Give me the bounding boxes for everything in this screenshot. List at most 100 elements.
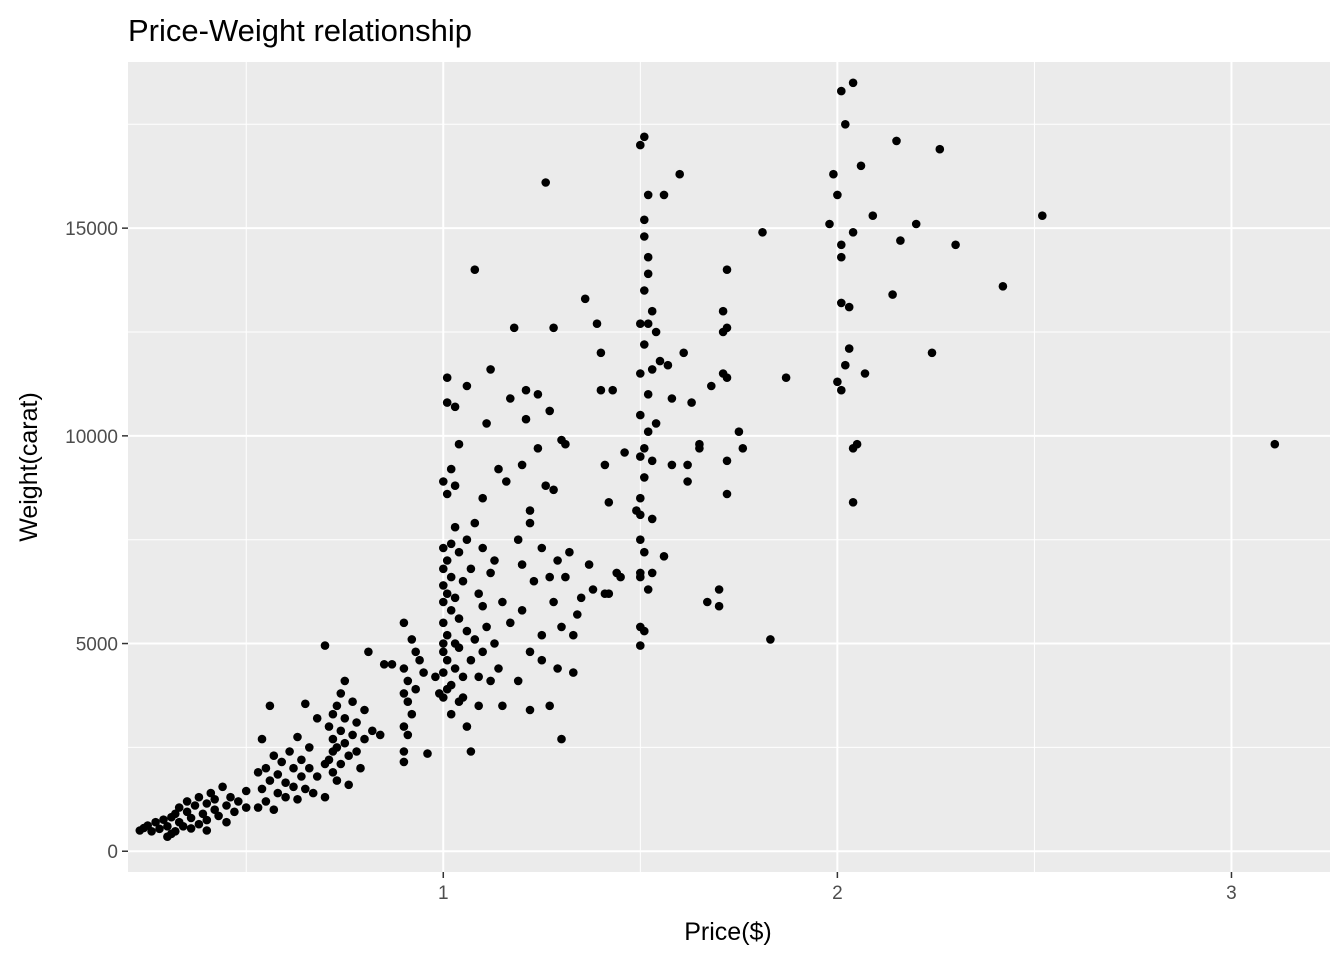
data-point [636, 369, 645, 378]
data-point [265, 776, 275, 785]
data-point [462, 626, 472, 636]
data-point [324, 755, 334, 765]
data-point [683, 460, 692, 470]
data-point [667, 460, 677, 470]
data-point [442, 373, 452, 383]
data-point [182, 807, 192, 817]
data-point [442, 630, 452, 640]
data-point [466, 655, 476, 665]
data-point [163, 832, 172, 841]
data-point [458, 672, 468, 682]
data-point [478, 601, 488, 611]
data-point [265, 701, 275, 711]
data-point [722, 373, 732, 383]
data-point [442, 398, 452, 407]
data-point [454, 643, 464, 652]
data-point [379, 660, 389, 669]
data-point [210, 805, 219, 814]
data-point [439, 543, 448, 553]
data-point [442, 489, 452, 499]
data-point [636, 410, 645, 420]
data-point [636, 510, 645, 520]
data-point [494, 664, 503, 673]
data-point [348, 697, 357, 706]
data-point [892, 136, 901, 146]
data-point [643, 585, 653, 594]
data-point [174, 803, 184, 812]
data-point [454, 614, 464, 623]
data-point [695, 439, 704, 449]
data-point [171, 809, 180, 819]
data-point [718, 306, 728, 316]
data-point [470, 635, 480, 644]
data-point [636, 535, 645, 544]
data-point [620, 448, 629, 457]
data-point [848, 78, 858, 88]
data-point [151, 817, 160, 827]
data-point [399, 722, 409, 731]
data-point [194, 792, 204, 802]
data-point [348, 730, 357, 740]
data-point [206, 788, 216, 798]
data-point [640, 444, 649, 453]
data-point [584, 560, 594, 569]
data-point [407, 709, 417, 719]
data-point [403, 676, 413, 686]
data-point [474, 672, 484, 682]
data-point [261, 797, 271, 806]
data-point [352, 718, 361, 727]
data-point [163, 822, 172, 831]
data-point [257, 784, 267, 794]
data-point [186, 824, 196, 833]
y-tick-label: 15000 [65, 219, 118, 240]
data-point [549, 485, 558, 495]
data-point [320, 792, 330, 802]
data-point [525, 506, 535, 515]
data-point [474, 701, 484, 711]
data-point [344, 751, 354, 760]
data-point [257, 734, 267, 744]
data-point [273, 788, 283, 798]
data-point [545, 572, 554, 582]
data-point [399, 757, 409, 767]
data-point [722, 265, 732, 275]
data-point [506, 618, 515, 628]
data-point [411, 684, 421, 694]
data-point [837, 252, 846, 262]
x-tick-label: 3 [1226, 883, 1237, 904]
data-point [643, 427, 653, 437]
data-point [998, 282, 1008, 291]
data-point [592, 319, 602, 329]
data-point [837, 385, 846, 395]
data-point [647, 365, 657, 374]
data-point [659, 552, 669, 561]
data-point [194, 819, 204, 829]
data-point [557, 734, 566, 744]
data-point [738, 444, 748, 453]
data-point [450, 402, 460, 412]
data-point [549, 323, 558, 333]
data-point [675, 169, 684, 179]
data-point [703, 597, 712, 607]
data-point [557, 622, 566, 632]
data-point [781, 373, 791, 383]
data-point [454, 547, 464, 557]
data-point [222, 817, 231, 827]
data-point [616, 572, 625, 582]
data-point [336, 689, 346, 698]
data-point [758, 228, 767, 237]
data-point [439, 597, 448, 607]
data-point [340, 676, 350, 686]
data-point [896, 236, 905, 245]
data-point [636, 319, 645, 329]
data-point [647, 456, 657, 466]
data-point [387, 660, 397, 669]
data-point [446, 606, 456, 615]
data-point [498, 597, 507, 607]
data-point [214, 811, 223, 821]
data-point [442, 655, 452, 665]
data-point [683, 477, 692, 486]
data-point [525, 518, 535, 528]
data-point [494, 464, 503, 474]
data-point [253, 768, 263, 777]
